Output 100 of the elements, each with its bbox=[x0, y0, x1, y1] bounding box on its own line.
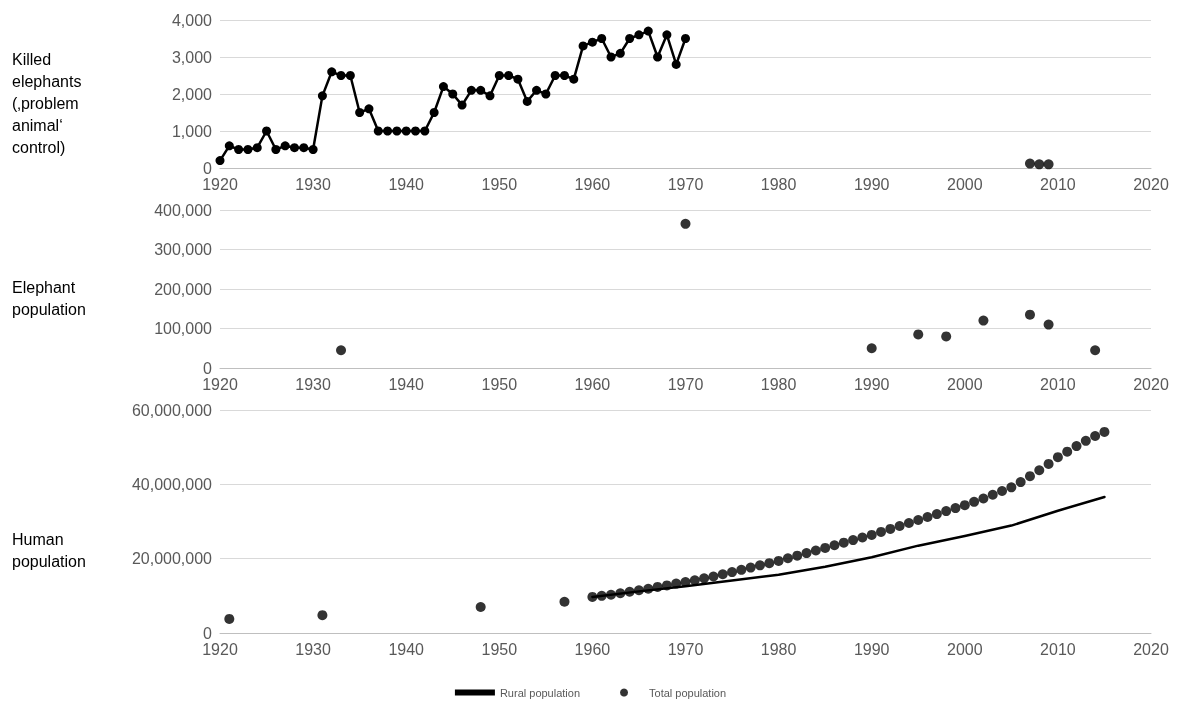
y-tick-label: 200,000 bbox=[154, 280, 213, 298]
point bbox=[1071, 441, 1082, 452]
point bbox=[243, 145, 253, 154]
point bbox=[485, 91, 495, 101]
x-tick-label: 1960 bbox=[574, 175, 611, 193]
point bbox=[532, 85, 542, 95]
x-tick-label: 1950 bbox=[481, 375, 518, 393]
point bbox=[1034, 465, 1045, 476]
y-tick-label: 0 bbox=[203, 359, 213, 377]
point bbox=[922, 512, 933, 523]
point bbox=[903, 517, 914, 528]
point bbox=[522, 96, 532, 106]
legend-label: Total population bbox=[649, 686, 727, 699]
point bbox=[550, 71, 560, 80]
point bbox=[997, 486, 1008, 497]
y-axis-title: Killed elephants (‚problem animal‘ control) bbox=[12, 50, 86, 156]
point bbox=[541, 89, 551, 99]
x-tick-label: 1930 bbox=[295, 375, 331, 393]
point bbox=[643, 26, 653, 36]
x-tick-label: 1990 bbox=[853, 375, 890, 393]
point bbox=[634, 30, 644, 40]
point bbox=[383, 126, 393, 136]
point bbox=[1090, 345, 1101, 356]
x-tick-label: 1940 bbox=[388, 375, 425, 393]
point bbox=[1024, 309, 1035, 320]
point bbox=[653, 52, 663, 62]
point bbox=[913, 515, 924, 526]
x-tick-label: 1920 bbox=[202, 175, 238, 193]
point bbox=[717, 569, 728, 580]
point bbox=[681, 34, 690, 43]
x-tick-label: 1920 bbox=[202, 375, 238, 393]
point bbox=[289, 143, 299, 153]
x-tick-label: 1980 bbox=[760, 375, 797, 393]
x-tick-label: 2020 bbox=[1133, 640, 1169, 658]
x-tick-label: 1920 bbox=[202, 640, 238, 658]
x-tick-label: 2010 bbox=[1040, 175, 1076, 193]
x-tick-label: 1960 bbox=[574, 640, 611, 658]
point bbox=[754, 560, 765, 571]
point bbox=[1062, 446, 1073, 457]
point bbox=[504, 71, 514, 80]
point bbox=[810, 545, 821, 556]
point bbox=[308, 145, 318, 154]
point bbox=[299, 143, 309, 153]
point bbox=[1024, 158, 1035, 169]
point bbox=[224, 141, 234, 151]
y-tick-label: 20,000,000 bbox=[131, 550, 213, 568]
point bbox=[1052, 452, 1063, 463]
point bbox=[689, 575, 700, 586]
point bbox=[848, 535, 859, 546]
point bbox=[1090, 431, 1101, 442]
point bbox=[913, 329, 924, 340]
point bbox=[1015, 477, 1026, 488]
x-tick-label: 2020 bbox=[1133, 375, 1169, 393]
y-tick-label: 300,000 bbox=[154, 241, 213, 258]
y-tick-label: 4,000 bbox=[171, 11, 213, 29]
point bbox=[820, 542, 831, 553]
x-tick-label: 2000 bbox=[947, 175, 983, 193]
y-tick-label: 100,000 bbox=[154, 320, 213, 337]
point bbox=[429, 108, 439, 117]
y-tick-label: 400,000 bbox=[154, 201, 213, 219]
point bbox=[457, 100, 467, 110]
point bbox=[559, 71, 569, 80]
point bbox=[708, 571, 719, 582]
point bbox=[1006, 482, 1017, 493]
point bbox=[792, 550, 803, 561]
x-tick-label: 1940 bbox=[388, 175, 425, 193]
x-tick-label: 1990 bbox=[853, 640, 890, 658]
point bbox=[420, 126, 430, 136]
point bbox=[959, 500, 970, 511]
x-tick-label: 1970 bbox=[667, 175, 704, 193]
point bbox=[392, 126, 402, 136]
point bbox=[894, 520, 905, 531]
point bbox=[736, 564, 747, 575]
x-tick-label: 1960 bbox=[574, 375, 611, 393]
point bbox=[671, 59, 681, 69]
x-tick-label: 2010 bbox=[1040, 375, 1076, 393]
point bbox=[615, 48, 625, 58]
point bbox=[969, 496, 980, 507]
point bbox=[876, 526, 887, 537]
x-tick-label: 1970 bbox=[667, 375, 704, 393]
x-tick-label: 1950 bbox=[481, 175, 518, 193]
point bbox=[317, 610, 328, 621]
x-tick-label: 2000 bbox=[947, 640, 983, 658]
point bbox=[373, 126, 383, 136]
point bbox=[569, 74, 579, 84]
point bbox=[1034, 159, 1045, 170]
x-tick-label: 1980 bbox=[760, 175, 797, 193]
point bbox=[838, 537, 849, 548]
x-tick-label: 1990 bbox=[853, 175, 890, 193]
point bbox=[336, 345, 347, 356]
point bbox=[625, 34, 635, 43]
point bbox=[224, 613, 235, 624]
point bbox=[578, 41, 588, 51]
point bbox=[1043, 458, 1054, 469]
x-tick-label: 1970 bbox=[667, 640, 704, 658]
x-tick-label: 1930 bbox=[295, 175, 331, 193]
point bbox=[438, 82, 448, 92]
x-tick-label: 1980 bbox=[760, 640, 797, 658]
point bbox=[345, 71, 355, 80]
point bbox=[857, 532, 868, 543]
